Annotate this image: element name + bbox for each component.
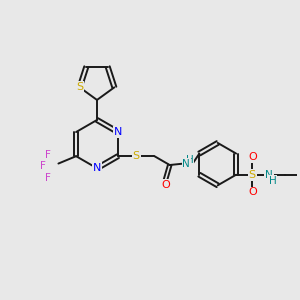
Text: F: F xyxy=(45,150,51,160)
Text: S: S xyxy=(249,170,256,180)
Text: N: N xyxy=(93,163,101,173)
Text: O: O xyxy=(248,152,257,162)
Text: H: H xyxy=(186,155,194,165)
Text: S: S xyxy=(133,151,140,161)
Text: O: O xyxy=(248,188,257,197)
Text: F: F xyxy=(40,161,46,172)
Text: N: N xyxy=(265,170,273,180)
Text: H: H xyxy=(269,176,277,186)
Text: S: S xyxy=(76,82,83,92)
Text: N: N xyxy=(114,127,122,137)
Text: F: F xyxy=(45,173,51,183)
Text: N: N xyxy=(182,158,190,169)
Text: O: O xyxy=(161,180,170,190)
